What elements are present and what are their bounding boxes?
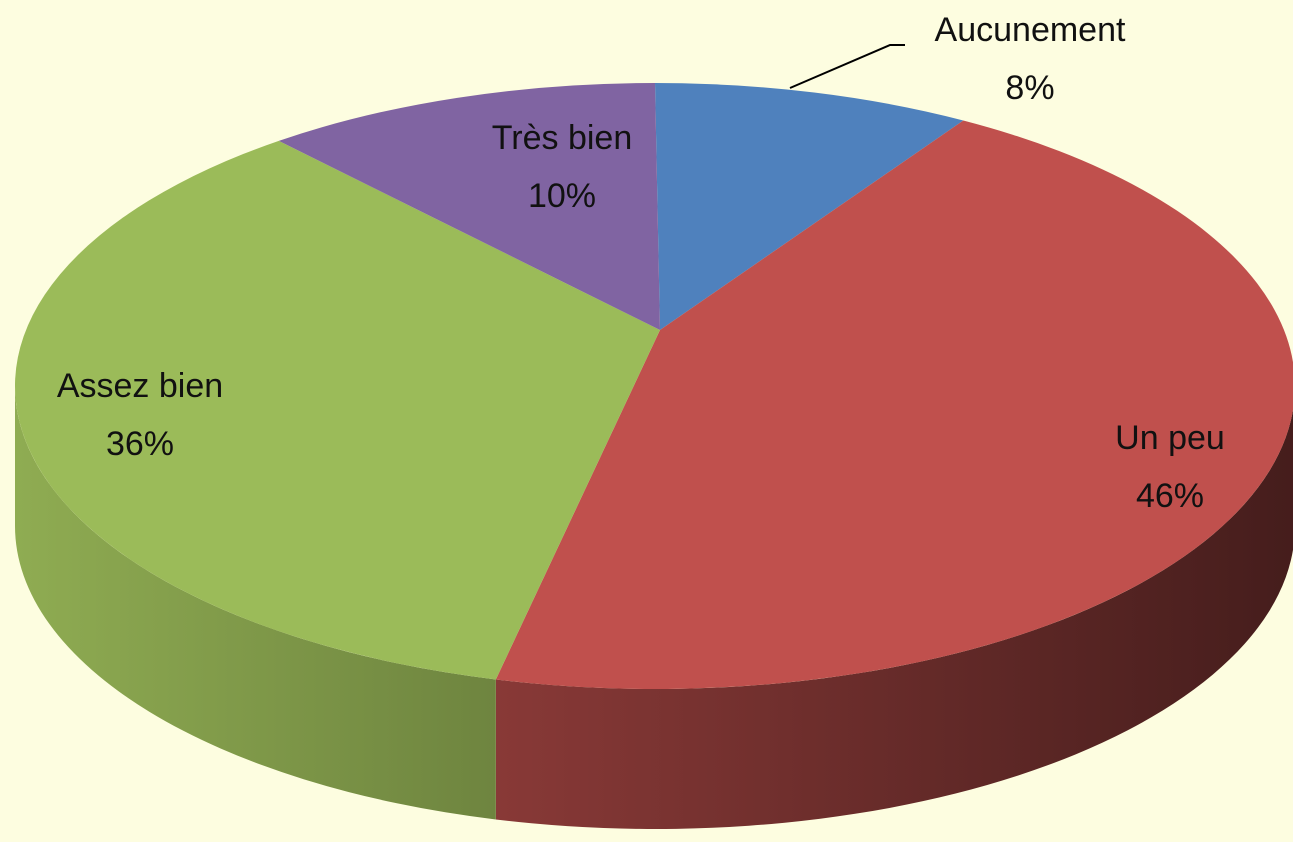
slice-value-label: 8% (1005, 69, 1054, 107)
slice-label: Très bien (492, 119, 632, 157)
slice-side (495, 409, 1293, 829)
slice-value-label: 46% (1136, 477, 1204, 515)
slice-label: Aucunement (935, 11, 1126, 49)
slice-label: Un peu (1115, 419, 1225, 457)
slice-side (15, 386, 496, 820)
slice-label: Assez bien (57, 367, 223, 405)
slice-value-label: 10% (528, 177, 596, 215)
slice-value-label: 36% (106, 425, 174, 463)
slice (495, 120, 1293, 689)
leader-line (789, 44, 905, 89)
slice (278, 83, 660, 330)
slice (15, 140, 661, 680)
slice (655, 83, 964, 330)
